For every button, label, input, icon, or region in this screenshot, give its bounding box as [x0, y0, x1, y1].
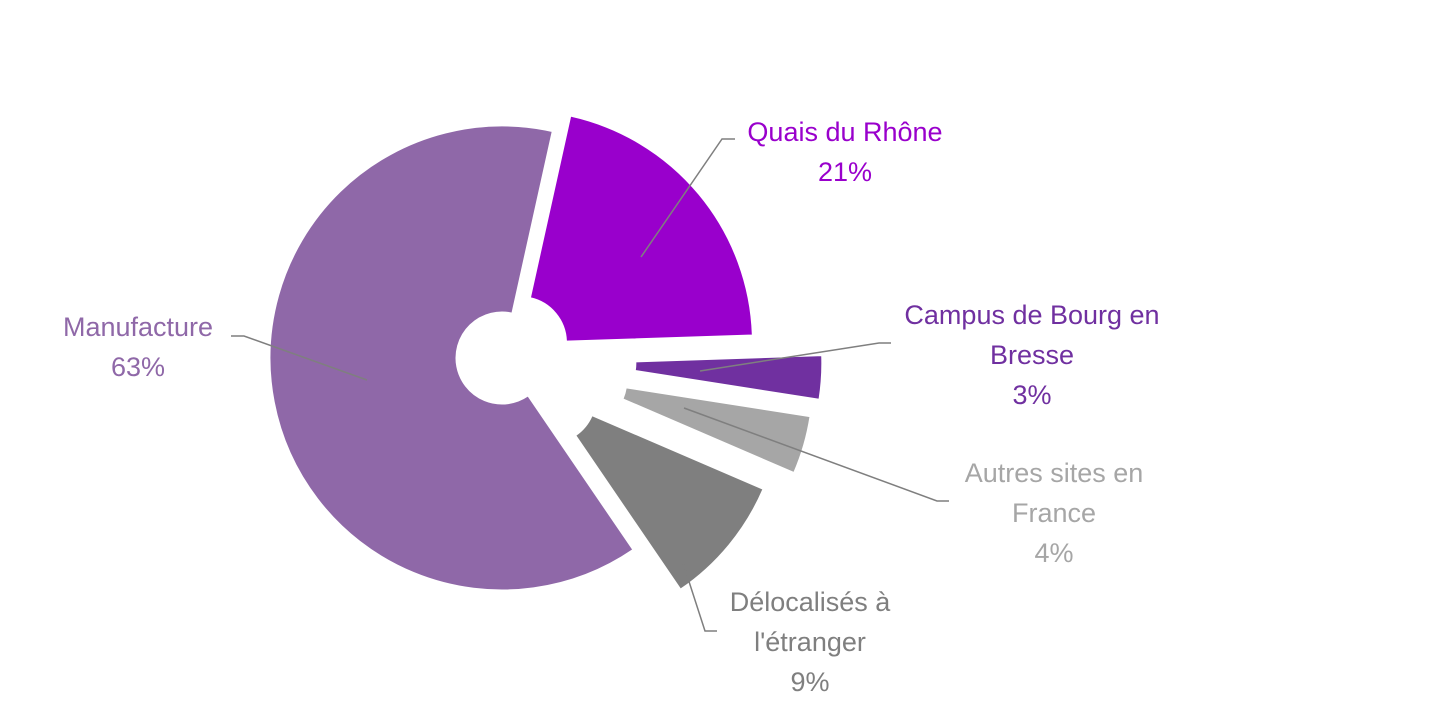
data-label-value-quais-du-rhone: 21% — [818, 157, 872, 187]
data-label-category-delocalises-a-l-etranger: Délocalisés à — [730, 587, 892, 617]
pie-slices — [269, 115, 823, 591]
leader-line-autres-sites-en-france — [683, 407, 949, 502]
leader-line-manufacture — [231, 335, 368, 381]
leader-lines — [231, 138, 949, 632]
data-label-category-campus-de-bourg-en-bresse: Bresse — [990, 340, 1074, 370]
data-label-category-campus-de-bourg-en-bresse: Campus de Bourg en — [904, 300, 1159, 330]
data-labels: Quais du Rhône 21% Campus de Bourg en Bress… — [63, 117, 1160, 697]
data-label-category-manufacture: Manufacture — [63, 312, 213, 342]
leader-line-delocalises-a-l-etranger — [682, 562, 717, 632]
data-label-category-autres-sites-en-france: Autres sites en — [965, 458, 1144, 488]
data-label-category-delocalises-a-l-etranger: l'étranger — [754, 627, 866, 657]
data-label-category-quais-du-rhone: Quais du Rhône — [747, 117, 942, 147]
pie-slice-campus-de-bourg-en-bresse — [634, 355, 823, 400]
data-label-category-autres-sites-en-france: France — [1012, 498, 1096, 528]
data-label-value-campus-de-bourg-en-bresse: 3% — [1012, 380, 1051, 410]
data-label-value-manufacture: 63% — [111, 352, 165, 382]
data-label-value-delocalises-a-l-etranger: 9% — [790, 667, 829, 697]
leader-line-quais-du-rhone — [640, 138, 735, 258]
data-label-value-autres-sites-en-france: 4% — [1034, 538, 1073, 568]
pie-slice-quais-du-rhone — [529, 115, 753, 342]
leader-line-campus-de-bourg-en-bresse — [699, 342, 891, 372]
pie-slice-manufacture — [269, 125, 634, 591]
pie-slice-autres-sites-en-france — [622, 387, 811, 474]
pie-slice-delocalises-a-l-etranger — [575, 414, 764, 590]
